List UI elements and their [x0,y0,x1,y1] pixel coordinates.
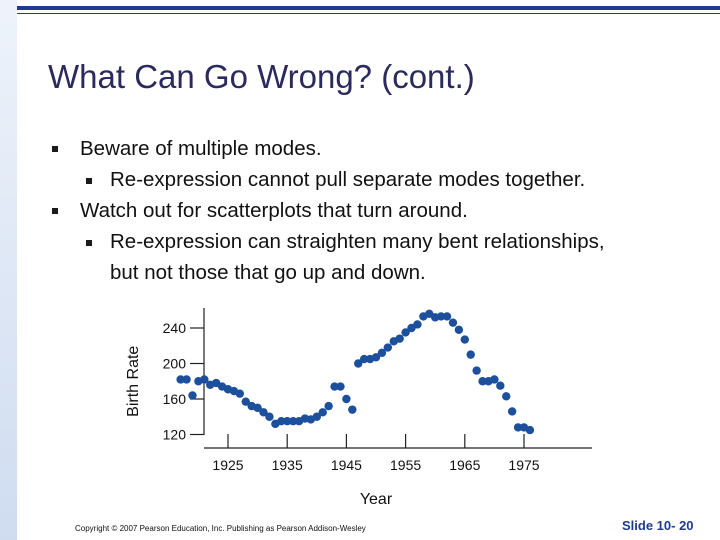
data-point [342,394,351,404]
data-point [490,375,499,384]
sub-bullet-continuation: but not those that go up and down. [50,257,710,288]
data-point [478,377,487,386]
data-point [235,389,245,398]
data-point [442,312,452,321]
x-tick-label: 1945 [331,457,362,473]
data-point [436,312,446,321]
y-axis-label: Birth Rate [125,346,142,417]
square-bullet-icon [86,178,92,184]
scatterplot-chart: 120 160 200 240 1925 1935 1945 1955 1965 1975 Year… [125,308,592,508]
data-point [448,318,458,327]
data-point [472,366,481,375]
x-tick-label: 1975 [508,457,539,473]
sub-bullet-text: but not those that go up and down. [110,261,426,284]
data-point [318,408,327,417]
data-point [383,343,393,352]
bullet-item: Beware of multiple modes. [50,133,710,164]
data-point [513,423,523,432]
y-tick-label: 120 [163,427,187,443]
data-point [288,416,298,426]
sub-bullet-item: Re-expression cannot pull separate modes… [50,164,710,195]
data-point [176,375,185,384]
x-tick-label: 1965 [449,457,480,473]
data-point [200,375,209,384]
bullet-item: Watch out for scatterplots that turn aro… [50,195,710,226]
data-point [241,397,250,406]
data-point [395,334,404,343]
bullet-text: Beware of multiple modes. [80,137,322,160]
data-point [502,392,511,401]
y-tick-label: 240 [163,320,187,336]
square-bullet-icon [52,208,58,214]
slide-number: Slide 10- 20 [622,518,694,533]
data-point [259,408,268,417]
y-tick-label: 200 [163,356,187,372]
top-rule [17,6,720,10]
data-point [182,375,191,384]
sub-bullet-text: Re-expression can straighten many bent r… [110,230,605,253]
square-bullet-icon [52,146,58,152]
sub-bullet-item: Re-expression can straighten many bent r… [50,226,710,257]
data-point [460,335,469,344]
bullet-list: Beware of multiple modes. Re-expression … [50,133,710,288]
x-tick-label: 1955 [390,457,421,473]
y-tick-label: 160 [163,391,187,407]
data-point [324,401,333,411]
left-gradient-strip [0,0,17,540]
square-bullet-icon [86,240,92,246]
data-point [277,416,286,426]
data-point [413,320,422,329]
data-point [354,359,363,368]
top-rule-thin [17,13,720,14]
data-point [401,328,410,337]
x-tick-label: 1935 [272,457,303,473]
data-point [336,382,345,391]
data-point [188,391,197,400]
data-point [525,425,535,435]
data-point [371,353,381,362]
x-tick-label: 1925 [212,457,243,473]
bullet-text: Watch out for scatterplots that turn aro… [80,199,468,222]
copyright-footer: Copyright © 2007 Pearson Education, Inc.… [75,524,366,533]
data-point [330,382,339,391]
sub-bullet-text: Re-expression cannot pull separate modes… [110,168,586,191]
data-point [265,412,274,421]
data-point [359,354,369,364]
data-point [348,405,357,414]
x-axis-label: Year [360,491,393,508]
slide-title: What Can Go Wrong? (cont.) [48,58,475,95]
data-point [312,412,321,421]
data-point [377,348,387,358]
data-point [253,403,262,413]
data-point [466,350,475,359]
data-point [496,381,505,390]
data-point [283,416,292,426]
data-point [454,325,464,334]
data-point [507,407,517,416]
